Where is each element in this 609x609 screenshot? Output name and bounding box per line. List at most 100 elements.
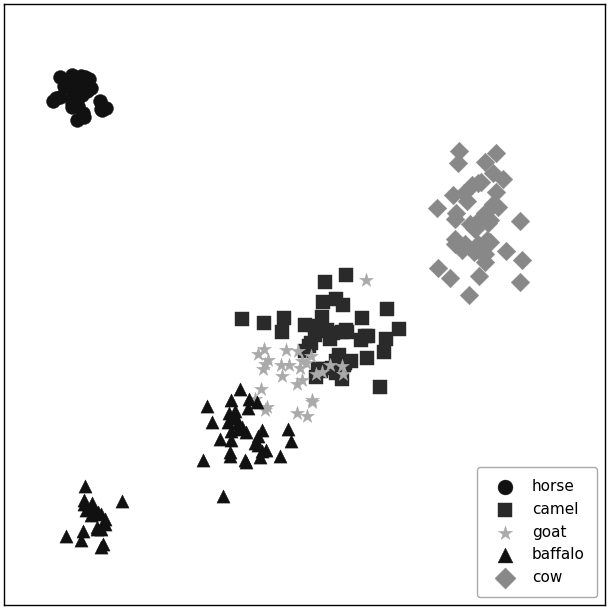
Point xyxy=(286,436,296,446)
Point xyxy=(480,250,490,259)
Point xyxy=(326,334,336,343)
Point xyxy=(85,504,94,514)
Point xyxy=(261,359,270,368)
Point xyxy=(316,367,326,376)
Point xyxy=(356,335,366,345)
Point xyxy=(304,341,314,351)
Point xyxy=(225,451,234,461)
Point xyxy=(470,248,479,258)
Point xyxy=(80,496,90,505)
Point xyxy=(468,180,477,190)
Point xyxy=(283,424,293,434)
Point xyxy=(284,360,294,370)
Point xyxy=(331,356,341,366)
Point xyxy=(279,313,289,323)
Point xyxy=(68,99,77,108)
Point xyxy=(469,224,479,233)
Point xyxy=(199,455,208,465)
Point xyxy=(473,178,483,188)
Point xyxy=(275,451,285,461)
Point xyxy=(450,234,460,244)
Point xyxy=(253,349,263,359)
Point xyxy=(311,372,320,382)
Point xyxy=(259,318,269,328)
Point xyxy=(61,81,71,91)
Point xyxy=(71,89,81,99)
Point xyxy=(69,91,79,100)
Point xyxy=(488,167,498,177)
Point xyxy=(515,276,525,286)
Point xyxy=(97,509,107,518)
Point xyxy=(277,327,287,337)
Point xyxy=(76,71,86,80)
Point xyxy=(225,447,235,457)
Point xyxy=(88,498,97,508)
Point xyxy=(69,88,79,97)
Point xyxy=(78,526,88,535)
Point xyxy=(77,91,86,100)
Point xyxy=(49,97,58,107)
Point xyxy=(218,491,228,501)
Point xyxy=(450,239,460,249)
Point xyxy=(337,361,347,371)
Point xyxy=(306,351,316,361)
Point xyxy=(96,543,106,552)
Point xyxy=(501,247,511,256)
Point xyxy=(207,418,217,428)
Point xyxy=(473,239,483,249)
Point xyxy=(96,524,106,533)
Point xyxy=(93,507,102,517)
Point xyxy=(226,426,236,436)
Point xyxy=(498,174,508,184)
Point xyxy=(295,364,305,373)
Point xyxy=(482,235,492,245)
Point xyxy=(262,445,272,455)
Legend: horse, camel, goat, baffalo, cow: horse, camel, goat, baffalo, cow xyxy=(477,467,597,597)
Point xyxy=(82,86,92,96)
Point xyxy=(454,147,464,157)
Point xyxy=(493,202,503,212)
Point xyxy=(334,350,344,360)
Point xyxy=(483,218,493,228)
Point xyxy=(460,239,470,248)
Point xyxy=(515,216,524,225)
Point xyxy=(118,496,127,505)
Point xyxy=(432,203,442,213)
Point xyxy=(230,411,240,421)
Point xyxy=(276,360,286,370)
Point xyxy=(59,81,69,91)
Point xyxy=(79,108,88,118)
Point xyxy=(72,77,82,87)
Point xyxy=(363,331,373,341)
Point xyxy=(68,71,77,80)
Point xyxy=(90,505,99,515)
Point xyxy=(298,356,308,366)
Point xyxy=(80,112,90,122)
Point xyxy=(73,102,83,111)
Point xyxy=(255,452,265,462)
Point xyxy=(67,102,77,112)
Point xyxy=(96,96,105,106)
Point xyxy=(277,371,287,381)
Point xyxy=(357,313,367,323)
Point xyxy=(84,74,94,83)
Point xyxy=(241,428,251,437)
Point xyxy=(224,408,234,418)
Point xyxy=(464,290,474,300)
Point xyxy=(83,83,93,93)
Point xyxy=(340,270,350,280)
Point xyxy=(434,264,443,273)
Point xyxy=(69,76,79,85)
Point xyxy=(233,424,242,434)
Point xyxy=(97,105,107,115)
Point xyxy=(485,237,495,247)
Point xyxy=(253,440,263,450)
Point xyxy=(328,328,338,338)
Point xyxy=(451,208,461,218)
Point xyxy=(325,360,335,370)
Point xyxy=(292,379,302,389)
Point xyxy=(476,177,486,186)
Point xyxy=(338,369,348,379)
Point xyxy=(339,300,348,309)
Point xyxy=(257,425,267,435)
